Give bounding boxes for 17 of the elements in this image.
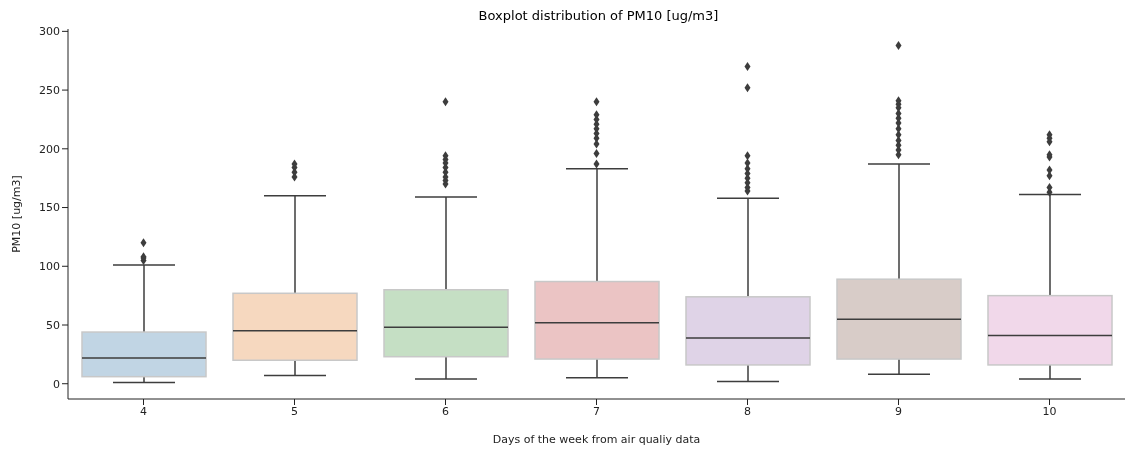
x-tick-label: 4 xyxy=(140,404,147,418)
y-tick-label: 100 xyxy=(39,260,60,274)
y-tick-label: 0 xyxy=(53,377,60,391)
y-tick-label: 300 xyxy=(39,25,60,39)
y-tick-label: 150 xyxy=(39,201,60,215)
chart-title: Boxplot distribution of PM10 [ug/m3] xyxy=(477,8,720,23)
y-axis-title: PM10 [ug/m3] xyxy=(9,175,23,253)
y-tick-label: 200 xyxy=(39,142,60,156)
x-tick-label: 5 xyxy=(291,404,298,418)
y-tick-label: 50 xyxy=(46,318,60,332)
x-tick-label: 9 xyxy=(895,404,902,418)
x-tick-label: 6 xyxy=(442,404,449,418)
y-tick-label: 250 xyxy=(39,83,60,97)
x-tick-label: 8 xyxy=(744,404,751,418)
x-axis-title: Days of the week from air qualiy data xyxy=(492,433,701,446)
x-tick-label: 10 xyxy=(1042,404,1057,418)
x-tick-label: 7 xyxy=(593,404,600,418)
